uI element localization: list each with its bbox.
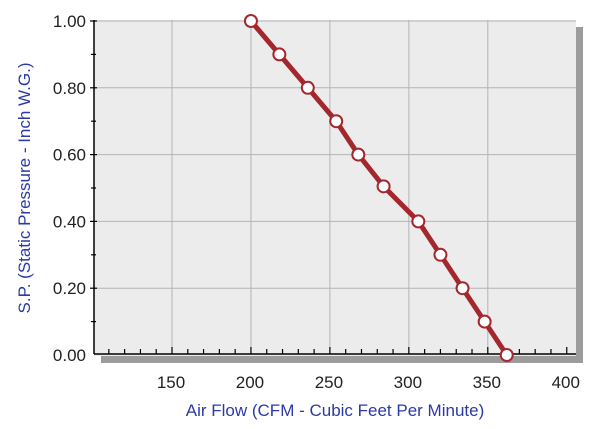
data-point (477, 314, 492, 329)
y-tick-label: 0.60 (53, 146, 86, 165)
y-tick-label: 1.00 (53, 12, 86, 31)
data-point (243, 14, 258, 28)
plot-area (94, 20, 576, 356)
y-tick-label: 0.00 (53, 346, 86, 365)
data-point (411, 214, 426, 229)
data-point (433, 247, 448, 262)
y-axis-title: S.P. (Static Pressure - Inch W.G.) (15, 63, 34, 314)
data-point (329, 114, 344, 129)
x-tick-label: 200 (236, 373, 264, 392)
data-point (499, 348, 514, 362)
x-tick-label: 250 (315, 373, 343, 392)
axes (90, 20, 576, 355)
y-tick-label: 0.80 (53, 79, 86, 98)
x-axis-title: Air Flow (CFM - Cubic Feet Per Minute) (186, 401, 485, 420)
grid-lines (94, 20, 576, 354)
x-tick-label: 400 (552, 373, 580, 392)
data-point (272, 47, 287, 62)
data-point (376, 179, 391, 194)
y-tick-label: 0.40 (53, 212, 86, 231)
x-tick-label: 300 (394, 373, 422, 392)
data-point (455, 281, 470, 296)
tick-labels: 0.00 0.20 0.40 0.60 0.80 1.00 150 200 250 300 350 4… (53, 12, 580, 392)
x-tick-label: 350 (473, 373, 501, 392)
x-tick-label: 150 (157, 373, 185, 392)
data-point (300, 80, 315, 95)
data-point (351, 147, 366, 162)
y-tick-label: 0.20 (53, 279, 86, 298)
series-layer (243, 14, 514, 362)
